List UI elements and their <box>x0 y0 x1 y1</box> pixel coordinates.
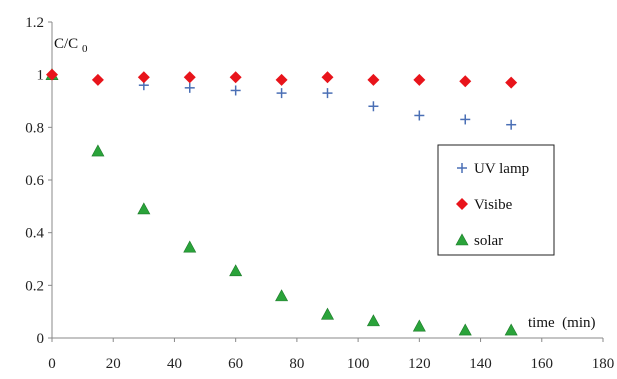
data-marks <box>45 68 518 336</box>
tick-labels: 0 0.2 0.4 0.6 0.8 1 1.2 0 20 40 60 80 100 120 140 160 18… <box>25 15 614 372</box>
x-tick-label: 80 <box>289 356 304 372</box>
y-tick-label: 0.2 <box>25 278 44 294</box>
data-point-plus <box>506 119 517 130</box>
series-triangle <box>45 68 518 336</box>
data-point-triangle <box>183 240 197 253</box>
y-axis-label-subscript: 0 <box>82 43 88 55</box>
legend-marker-triangle <box>455 233 469 246</box>
legend-marker-plus <box>457 163 467 173</box>
data-point-triangle <box>137 202 151 215</box>
data-point-diamond <box>229 71 242 84</box>
x-tick-label: 40 <box>167 356 182 372</box>
data-point-diamond <box>505 76 518 89</box>
data-point-diamond <box>183 71 196 84</box>
y-tick-label: 0.8 <box>25 120 44 136</box>
data-point-triangle <box>366 314 380 327</box>
data-point-plus <box>368 101 379 112</box>
legend-entry-label: UV lamp <box>474 161 529 177</box>
legend-marker-diamond <box>456 198 468 210</box>
data-point-diamond <box>91 73 104 86</box>
y-tick-label: 0.4 <box>25 226 44 242</box>
x-tick-label: 0 <box>48 356 56 372</box>
x-tick-label: 180 <box>592 356 615 372</box>
data-point-diamond <box>137 71 150 84</box>
data-point-triangle <box>275 289 289 302</box>
x-axis-label: time (min) <box>528 315 596 331</box>
legend-box <box>437 144 555 256</box>
data-point-plus <box>184 82 195 93</box>
data-point-triangle <box>458 323 472 336</box>
data-point-diamond <box>413 73 426 86</box>
data-point-diamond <box>459 75 472 88</box>
x-tick-label: 140 <box>469 356 492 372</box>
data-point-triangle <box>412 319 426 332</box>
x-tick-label: 20 <box>106 356 121 372</box>
series-diamond <box>46 68 518 89</box>
y-tick-label: 0 <box>37 331 45 347</box>
data-point-triangle <box>320 307 335 320</box>
x-tick-label: 100 <box>347 356 370 372</box>
legend: UV lamp Visibe solar <box>437 144 555 256</box>
data-point-plus <box>322 88 333 99</box>
legend-entry-label: Visibe <box>474 197 513 213</box>
data-point-plus <box>460 114 471 125</box>
data-point-plus <box>414 110 425 121</box>
data-point-diamond <box>321 71 334 84</box>
y-tick-label: 1 <box>37 68 45 84</box>
data-point-triangle <box>229 264 243 277</box>
y-tick-label: 1.2 <box>25 15 44 31</box>
y-axis-label-main: C/C <box>54 36 78 52</box>
data-point-diamond <box>367 73 380 86</box>
data-point-diamond <box>46 68 58 81</box>
x-tick-label: 160 <box>531 356 554 372</box>
y-axis-label: C/C 0 <box>54 36 88 55</box>
data-point-plus <box>230 85 241 96</box>
data-point-plus <box>276 88 287 99</box>
y-tick-label: 0.6 <box>25 173 44 189</box>
data-point-triangle <box>504 323 518 336</box>
data-point-triangle <box>91 144 105 157</box>
data-point-diamond <box>275 73 288 86</box>
x-tick-label: 120 <box>408 356 431 372</box>
x-tick-label: 60 <box>228 356 243 372</box>
legend-entry-label: solar <box>474 233 503 249</box>
